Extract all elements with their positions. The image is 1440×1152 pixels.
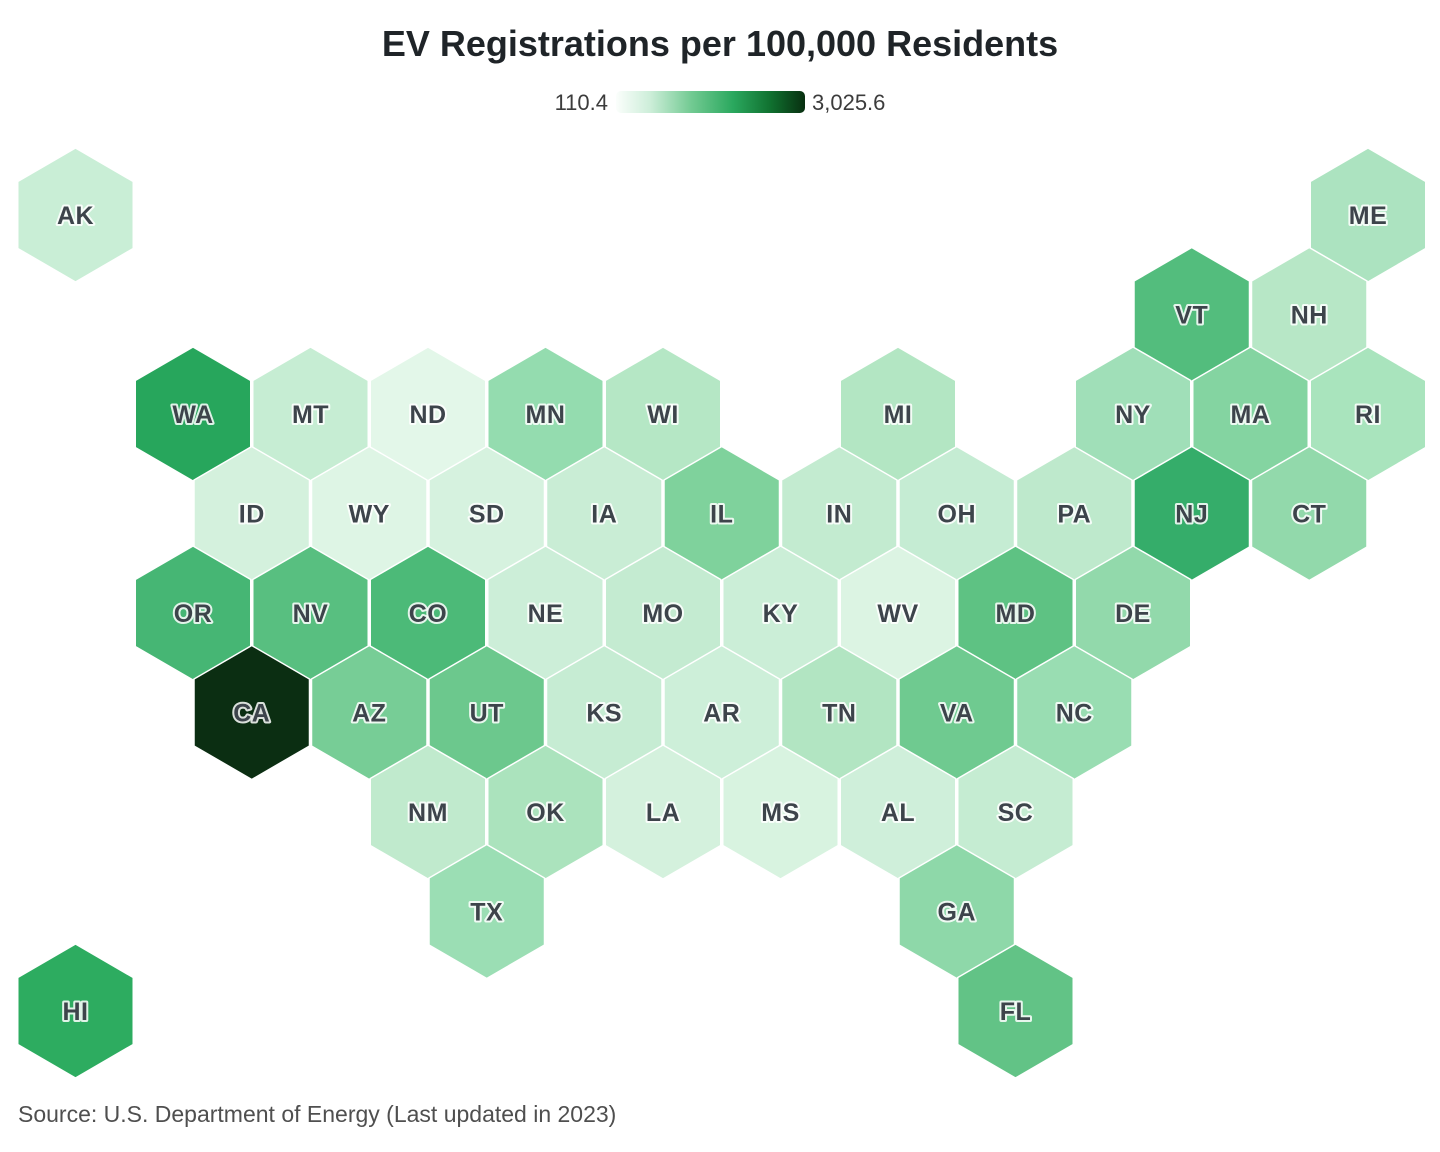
state-hex-WI[interactable]	[604, 346, 722, 482]
source-note: Source: U.S. Department of Energy (Last …	[18, 1101, 616, 1127]
state-hex-NV[interactable]	[252, 545, 369, 681]
state-hex-TX[interactable]	[428, 843, 546, 980]
state-hex-NY[interactable]	[1074, 346, 1192, 482]
state-hex-SC[interactable]	[957, 744, 1074, 880]
state-hex-FL[interactable]	[957, 943, 1074, 1079]
state-hex-ND[interactable]	[369, 346, 487, 482]
state-hex-IA[interactable]	[545, 445, 663, 582]
state-hex-MN[interactable]	[487, 346, 604, 482]
state-hex-NH[interactable]	[1250, 246, 1368, 383]
legend-min-label: 110.4	[555, 90, 608, 115]
state-hex-DE[interactable]	[1074, 545, 1192, 681]
state-hex-CA[interactable]	[193, 644, 311, 781]
state-hex-GA[interactable]	[898, 843, 1016, 980]
state-hex-NJ[interactable]	[1133, 445, 1251, 582]
state-hex-OR[interactable]	[134, 545, 252, 681]
state-hex-OH[interactable]	[898, 445, 1016, 582]
state-hex-LA[interactable]	[604, 744, 722, 880]
state-hex-KS[interactable]	[545, 644, 663, 781]
legend-max-label: 3,025.6	[812, 90, 885, 115]
state-hex-AL[interactable]	[839, 744, 957, 880]
state-hex-CO[interactable]	[369, 545, 487, 681]
state-hex-MO[interactable]	[604, 545, 722, 681]
color-legend: 110.4 3,025.6	[555, 90, 886, 115]
state-hex-CT[interactable]	[1250, 445, 1368, 582]
state-hex-VA[interactable]	[898, 644, 1016, 781]
state-hex-WV[interactable]	[839, 545, 957, 681]
state-hex-MT[interactable]	[252, 346, 369, 482]
state-hex-WA[interactable]	[134, 346, 252, 482]
state-hex-KY[interactable]	[722, 545, 839, 681]
legend-gradient-bar	[616, 91, 805, 113]
state-hex-HI[interactable]	[17, 943, 134, 1079]
state-hex-MA[interactable]	[1192, 346, 1309, 482]
state-hex-TN[interactable]	[780, 644, 898, 781]
state-hex-IN[interactable]	[780, 445, 898, 582]
state-hex-VT[interactable]	[1133, 246, 1251, 383]
state-hex-RI[interactable]	[1309, 346, 1427, 482]
state-hex-NE[interactable]	[487, 545, 604, 681]
state-hex-UT[interactable]	[428, 644, 546, 781]
state-hex-PA[interactable]	[1015, 445, 1133, 582]
chart-title: EV Registrations per 100,000 Residents	[382, 23, 1058, 64]
state-hex-MD[interactable]	[957, 545, 1074, 681]
state-hex-NM[interactable]	[369, 744, 487, 880]
state-hex-WY[interactable]	[310, 445, 428, 582]
state-hex-MS[interactable]	[722, 744, 839, 880]
state-hex-OK[interactable]	[487, 744, 604, 880]
state-hex-SD[interactable]	[428, 445, 546, 582]
state-hex-IL[interactable]	[663, 445, 781, 582]
state-hex-AK[interactable]	[17, 147, 134, 283]
state-hex-ME[interactable]	[1309, 147, 1427, 283]
state-hex-AR[interactable]	[663, 644, 781, 781]
state-hex-AZ[interactable]	[310, 644, 428, 781]
state-hex-MI[interactable]	[839, 346, 957, 482]
state-hex-ID[interactable]	[193, 445, 311, 582]
state-hex-NC[interactable]	[1015, 644, 1133, 781]
